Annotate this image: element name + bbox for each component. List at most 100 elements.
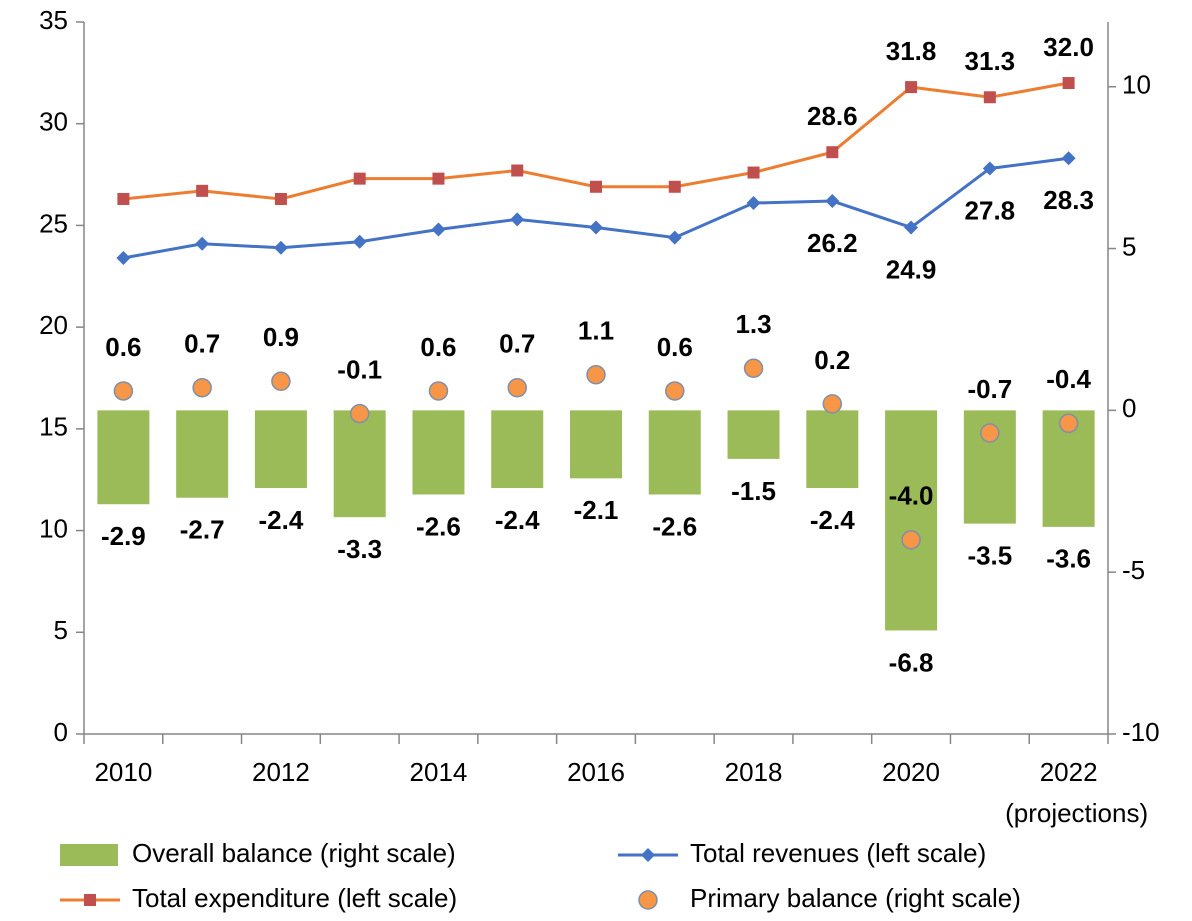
legend-marker [641, 848, 655, 862]
bar [254, 410, 307, 489]
y-tick-label: 5 [54, 615, 68, 645]
data-label: -2.4 [810, 505, 855, 535]
data-label: 31.8 [886, 36, 937, 66]
data-label: 0.2 [814, 345, 850, 375]
data-label: 28.3 [1043, 185, 1094, 215]
y-tick-label: 20 [39, 310, 68, 340]
bar [727, 410, 780, 459]
point [271, 371, 291, 391]
marker [196, 184, 209, 197]
data-label: 0.6 [105, 332, 141, 362]
point [901, 530, 921, 550]
data-label: 24.9 [886, 254, 937, 284]
data-label: -2.6 [416, 511, 461, 541]
bar [97, 410, 150, 505]
marker [668, 180, 681, 193]
x-tick-label: 2014 [410, 757, 468, 787]
bar [648, 410, 701, 495]
point [665, 381, 685, 401]
point [349, 403, 370, 424]
data-label: 0.6 [657, 332, 693, 362]
legend-label: Total revenues (left scale) [690, 838, 986, 868]
data-label: 28.6 [807, 101, 858, 131]
data-label: -3.6 [1046, 544, 1091, 574]
legend-swatch [60, 844, 118, 866]
point [743, 358, 764, 379]
data-label: -6.8 [889, 647, 934, 677]
data-label: 0.9 [263, 322, 299, 352]
y2-tick-label: 10 [1122, 70, 1151, 100]
bar [412, 410, 465, 495]
bar [491, 410, 544, 489]
legend-label: Overall balance (right scale) [132, 838, 456, 868]
data-label: -0.7 [967, 374, 1012, 404]
legend-label: Total expenditure (left scale) [132, 883, 457, 913]
data-label: 31.3 [965, 46, 1016, 76]
data-label: 1.3 [735, 309, 771, 339]
marker [511, 164, 524, 177]
legend-marker [84, 894, 96, 906]
point [1058, 413, 1079, 434]
legend-label: Primary balance (right scale) [690, 883, 1021, 913]
data-label: -3.5 [967, 541, 1012, 571]
data-label: -2.6 [652, 511, 697, 541]
y-tick-label: 35 [39, 5, 68, 35]
x-tick-label: 2012 [252, 757, 310, 787]
data-label: 27.8 [965, 195, 1016, 225]
data-label: 0.7 [184, 329, 220, 359]
point [822, 394, 843, 414]
annotation: (projections) [1005, 798, 1148, 828]
marker [589, 220, 603, 235]
point [586, 365, 606, 385]
marker [1061, 151, 1076, 166]
data-label: 0.6 [420, 332, 456, 362]
marker [747, 166, 760, 179]
marker [826, 146, 839, 159]
y2-tick-label: 5 [1122, 231, 1136, 261]
data-label: -1.5 [731, 476, 776, 506]
bar [570, 410, 622, 479]
data-label: -0.1 [337, 354, 382, 384]
data-label: -2.4 [259, 505, 304, 535]
point [980, 423, 1000, 443]
point [428, 381, 449, 401]
point [113, 381, 134, 401]
marker [590, 180, 602, 193]
marker [432, 172, 445, 185]
data-label: -2.9 [101, 521, 146, 551]
point [192, 377, 212, 398]
marker [825, 194, 840, 209]
y2-tick-label: -10 [1122, 717, 1160, 747]
legend-marker [638, 890, 658, 910]
marker [274, 192, 287, 205]
x-tick-label: 2016 [567, 757, 625, 787]
bar [333, 410, 386, 518]
data-label: 1.1 [578, 316, 614, 346]
bar [176, 410, 229, 498]
y-tick-label: 10 [39, 513, 68, 543]
marker [510, 212, 525, 227]
data-label: 26.2 [807, 228, 858, 258]
x-tick-label: 2018 [725, 757, 783, 787]
marker [1062, 77, 1075, 90]
marker [195, 236, 210, 251]
y-tick-label: 0 [54, 717, 68, 747]
marker [273, 240, 288, 255]
y2-tick-label: -5 [1122, 555, 1145, 585]
data-label: 0.7 [499, 329, 535, 359]
data-label: -2.7 [180, 515, 225, 545]
marker [905, 81, 918, 94]
marker [352, 234, 367, 249]
data-label: -2.4 [495, 505, 540, 535]
x-tick-label: 2022 [1040, 757, 1098, 787]
marker [904, 220, 919, 235]
marker [667, 230, 682, 245]
marker [116, 250, 131, 265]
x-tick-label: 2010 [94, 757, 152, 787]
bar [885, 410, 938, 631]
y-tick-label: 30 [39, 107, 68, 137]
y-tick-label: 25 [39, 208, 68, 238]
data-label: 32.0 [1043, 32, 1094, 62]
bar [806, 410, 859, 489]
